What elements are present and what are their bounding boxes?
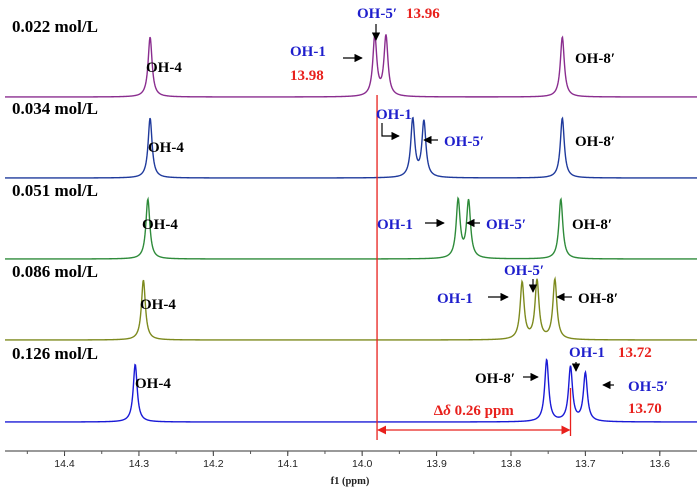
peak-label-oh5-s3: OH-5′ <box>486 217 526 233</box>
x-tick-label: 13.6 <box>650 458 671 470</box>
x-tick-label: 14.3 <box>129 458 150 470</box>
peak-label-oh8-s4: OH-8′ <box>578 291 618 307</box>
conc-label-2: 0.034 mol/L <box>12 99 98 118</box>
peak-label-oh5-s4: OH-5′ <box>504 263 544 279</box>
spectrum-trace <box>5 116 697 179</box>
x-axis-ticks: 14.4 14.3 14.2 14.1 14.0 13.9 13.8 13.7 13.6 <box>26 451 671 470</box>
conc-label-1: 0.022 mol/L <box>12 17 98 36</box>
peak-label-oh4-s3: OH-4 <box>142 217 178 233</box>
x-tick-label: 14.1 <box>278 458 299 470</box>
spectrum-trace <box>5 276 697 341</box>
peak-label-oh8-s3: OH-8′ <box>572 217 612 233</box>
spectrum-trace <box>5 32 697 98</box>
peak-label-oh8-s2: OH-8′ <box>575 134 615 150</box>
peak-label-oh8-s5: OH-8′ <box>475 371 515 387</box>
peak-label-oh5-s1: OH-5′ <box>357 6 397 22</box>
x-tick-label: 13.9 <box>426 458 447 470</box>
spectra-traces <box>5 32 697 423</box>
peak-label-oh4-s4: OH-4 <box>140 297 176 313</box>
x-tick-label: 14.2 <box>203 458 224 470</box>
x-tick-label: 13.7 <box>575 458 596 470</box>
peak-label-oh4-s1: OH-4 <box>146 60 182 76</box>
peak-label-oh1-s3: OH-1 <box>377 217 413 233</box>
peak-label-oh5-s2: OH-5′ <box>444 134 484 150</box>
delta-annotation-label: Δδ 0.26 ppm <box>434 403 515 419</box>
peak-label-oh5-s5: OH-5′ <box>628 379 668 395</box>
peak-value-oh5-s5: 13.70 <box>628 401 662 417</box>
spectrum-trace <box>5 358 697 423</box>
conc-label-3: 0.051 mol/L <box>12 181 98 200</box>
x-tick-label: 14.4 <box>54 458 75 470</box>
arrow-oh1-s2 <box>381 123 400 141</box>
peak-label-oh1-s4: OH-1 <box>437 291 473 307</box>
x-axis-label: f1 (ppm) <box>331 476 370 487</box>
x-tick-label: 13.8 <box>501 458 522 470</box>
peak-value-oh1-s5: 13.72 <box>618 345 652 361</box>
peak-value-oh5-s1: 13.96 <box>406 6 440 22</box>
peak-label-oh4-s2: OH-4 <box>148 140 184 156</box>
conc-label-5: 0.126 mol/L <box>12 344 98 363</box>
x-tick-label: 14.0 <box>352 458 373 470</box>
peak-label-oh8-s1: OH-8′ <box>575 51 615 67</box>
peak-value-oh1-s1: 13.98 <box>290 68 324 84</box>
peak-label-oh1-s5: OH-1 <box>569 345 605 361</box>
peak-label-oh4-s5: OH-4 <box>135 376 171 392</box>
peak-label-oh1-s2: OH-1 <box>376 107 412 123</box>
conc-label-4: 0.086 mol/L <box>12 262 98 281</box>
peak-label-oh1-s1: OH-1 <box>290 44 326 60</box>
spectrum-trace <box>5 196 697 260</box>
